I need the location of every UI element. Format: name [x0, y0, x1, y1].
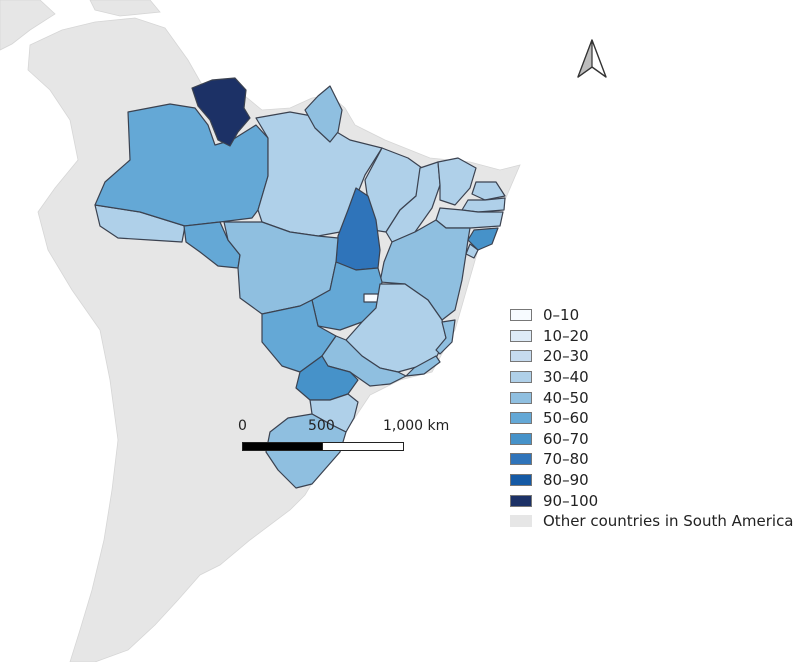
legend-swatch [510, 350, 532, 363]
scale-label-0: 0 [238, 418, 247, 434]
legend-swatch [510, 412, 532, 425]
legend-label: 30–40 [543, 368, 589, 387]
legend-swatch-other [510, 515, 532, 528]
legend-label: 10–20 [543, 326, 589, 345]
legend-item: 80–90 [510, 470, 794, 491]
state-BA[interactable] [379, 219, 471, 321]
legend-item: 30–40 [510, 367, 794, 388]
legend-label: 0–10 [543, 306, 580, 325]
legend-item: 60–70 [510, 429, 794, 450]
legend-label: 80–90 [543, 471, 589, 490]
legend-item: 20–30 [510, 346, 794, 367]
legend-item: 40–50 [510, 387, 794, 408]
scale-bar: 0 500 1,000 km [238, 418, 472, 458]
legend-swatch [510, 391, 532, 404]
legend-swatch [510, 329, 532, 342]
legend-swatch [510, 474, 532, 487]
state-AP[interactable] [304, 85, 343, 143]
legend-label: 90–100 [543, 491, 599, 510]
caribbean-land [89, 0, 161, 17]
state-ES[interactable] [435, 319, 456, 355]
legend-swatch [510, 453, 532, 466]
scale-label-500: 500 [308, 418, 335, 434]
scale-label-1000: 1,000 km [383, 418, 450, 434]
legend-item: 70–80 [510, 449, 794, 470]
state-AL[interactable] [467, 227, 499, 251]
legend-label: 40–50 [543, 388, 589, 407]
scale-segment-black [242, 442, 323, 451]
legend-label: 60–70 [543, 429, 589, 448]
state-PR[interactable] [295, 355, 359, 401]
legend-label: 50–60 [543, 409, 589, 428]
state-CE[interactable] [437, 157, 477, 206]
state-RJ[interactable] [405, 355, 441, 377]
legend-label: 20–30 [543, 347, 589, 366]
legend-item: 90–100 [510, 490, 794, 511]
central-america-land [0, 0, 56, 51]
state-DF[interactable] [363, 293, 379, 303]
state-RR[interactable] [191, 77, 251, 147]
legend-swatch [510, 432, 532, 445]
state-SE[interactable] [465, 243, 479, 259]
state-PB[interactable] [461, 197, 506, 213]
legend-label: 70–80 [543, 450, 589, 469]
state-RN[interactable] [471, 181, 506, 201]
legend-item: 50–60 [510, 408, 794, 429]
legend-item: 10–20 [510, 326, 794, 347]
brazil-states [94, 77, 506, 489]
legend-swatch [510, 371, 532, 384]
legend-item: 0–10 [510, 305, 794, 326]
legend-label-other: Other countries in South America [543, 512, 794, 531]
legend-swatch [510, 309, 532, 322]
legend-swatch [510, 494, 532, 507]
legend: 0–10 10–20 20–30 30–40 40–50 50–60 60–70 70–80 8… [510, 305, 794, 532]
legend-item-other: Other countries in South America [510, 511, 794, 532]
scale-segment-white [322, 442, 404, 451]
north-arrow-icon [577, 39, 607, 78]
